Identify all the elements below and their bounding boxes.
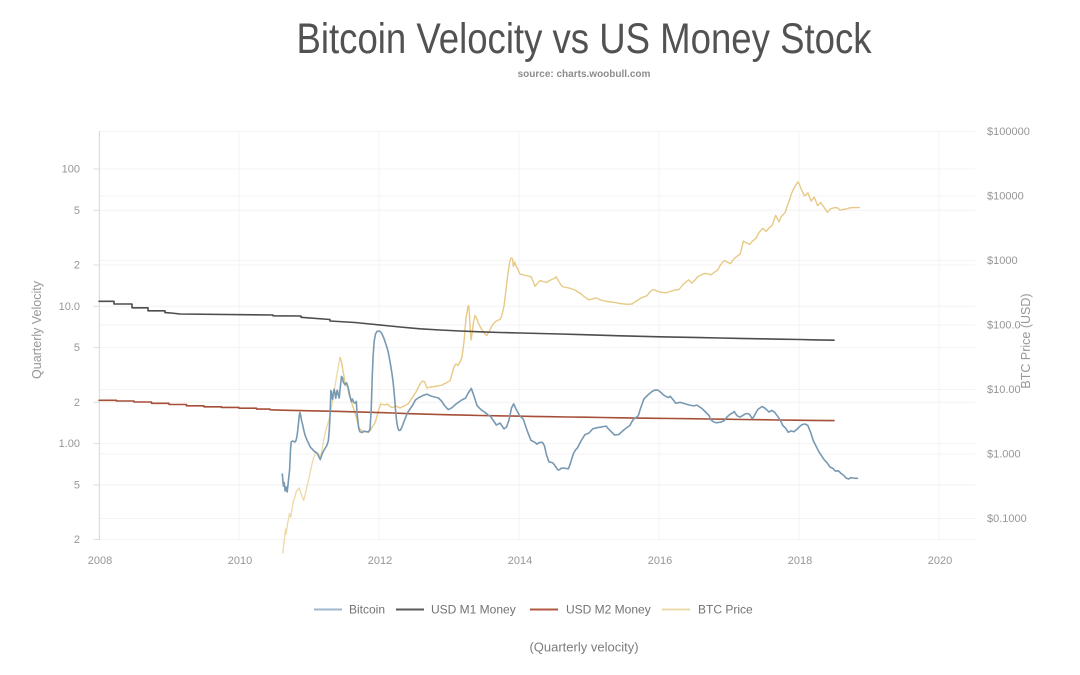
svg-text:BTC Price (USD): BTC Price (USD) <box>1019 293 1033 388</box>
svg-text:$100000: $100000 <box>987 126 1030 138</box>
svg-text:Quarterly Velocity: Quarterly Velocity <box>30 280 44 379</box>
svg-text:2: 2 <box>74 397 80 409</box>
svg-text:2012: 2012 <box>368 555 392 567</box>
svg-text:1.00: 1.00 <box>59 438 80 450</box>
svg-text:2018: 2018 <box>788 555 812 567</box>
svg-text:2: 2 <box>74 260 80 272</box>
svg-text:$1000: $1000 <box>987 255 1018 267</box>
svg-text:USD M2 Money: USD M2 Money <box>566 603 651 617</box>
svg-text:5: 5 <box>74 205 80 217</box>
svg-text:2014: 2014 <box>508 555 532 567</box>
svg-text:$0.1000: $0.1000 <box>987 513 1027 525</box>
svg-text:$10.00: $10.00 <box>987 384 1021 396</box>
svg-text:$1.000: $1.000 <box>987 449 1021 461</box>
svg-text:10.0: 10.0 <box>59 301 80 313</box>
svg-text:BTC Price: BTC Price <box>698 603 753 617</box>
svg-text:$100.0: $100.0 <box>987 320 1021 332</box>
svg-text:2010: 2010 <box>228 555 252 567</box>
svg-text:2008: 2008 <box>88 555 112 567</box>
svg-text:2: 2 <box>74 534 80 546</box>
svg-text:2016: 2016 <box>648 555 672 567</box>
svg-text:2020: 2020 <box>928 555 952 567</box>
svg-text:Bitcoin Velocity vs US Money S: Bitcoin Velocity vs US Money Stock <box>297 15 872 63</box>
svg-text:5: 5 <box>74 342 80 354</box>
svg-text:(Quarterly velocity): (Quarterly velocity) <box>529 640 638 655</box>
svg-text:Bitcoin: Bitcoin <box>349 603 385 617</box>
svg-text:USD M1 Money: USD M1 Money <box>431 603 516 617</box>
svg-text:source: charts.woobull.com: source: charts.woobull.com <box>518 69 651 80</box>
svg-text:100: 100 <box>62 164 80 176</box>
svg-text:5: 5 <box>74 479 80 491</box>
svg-text:$10000: $10000 <box>987 191 1024 203</box>
